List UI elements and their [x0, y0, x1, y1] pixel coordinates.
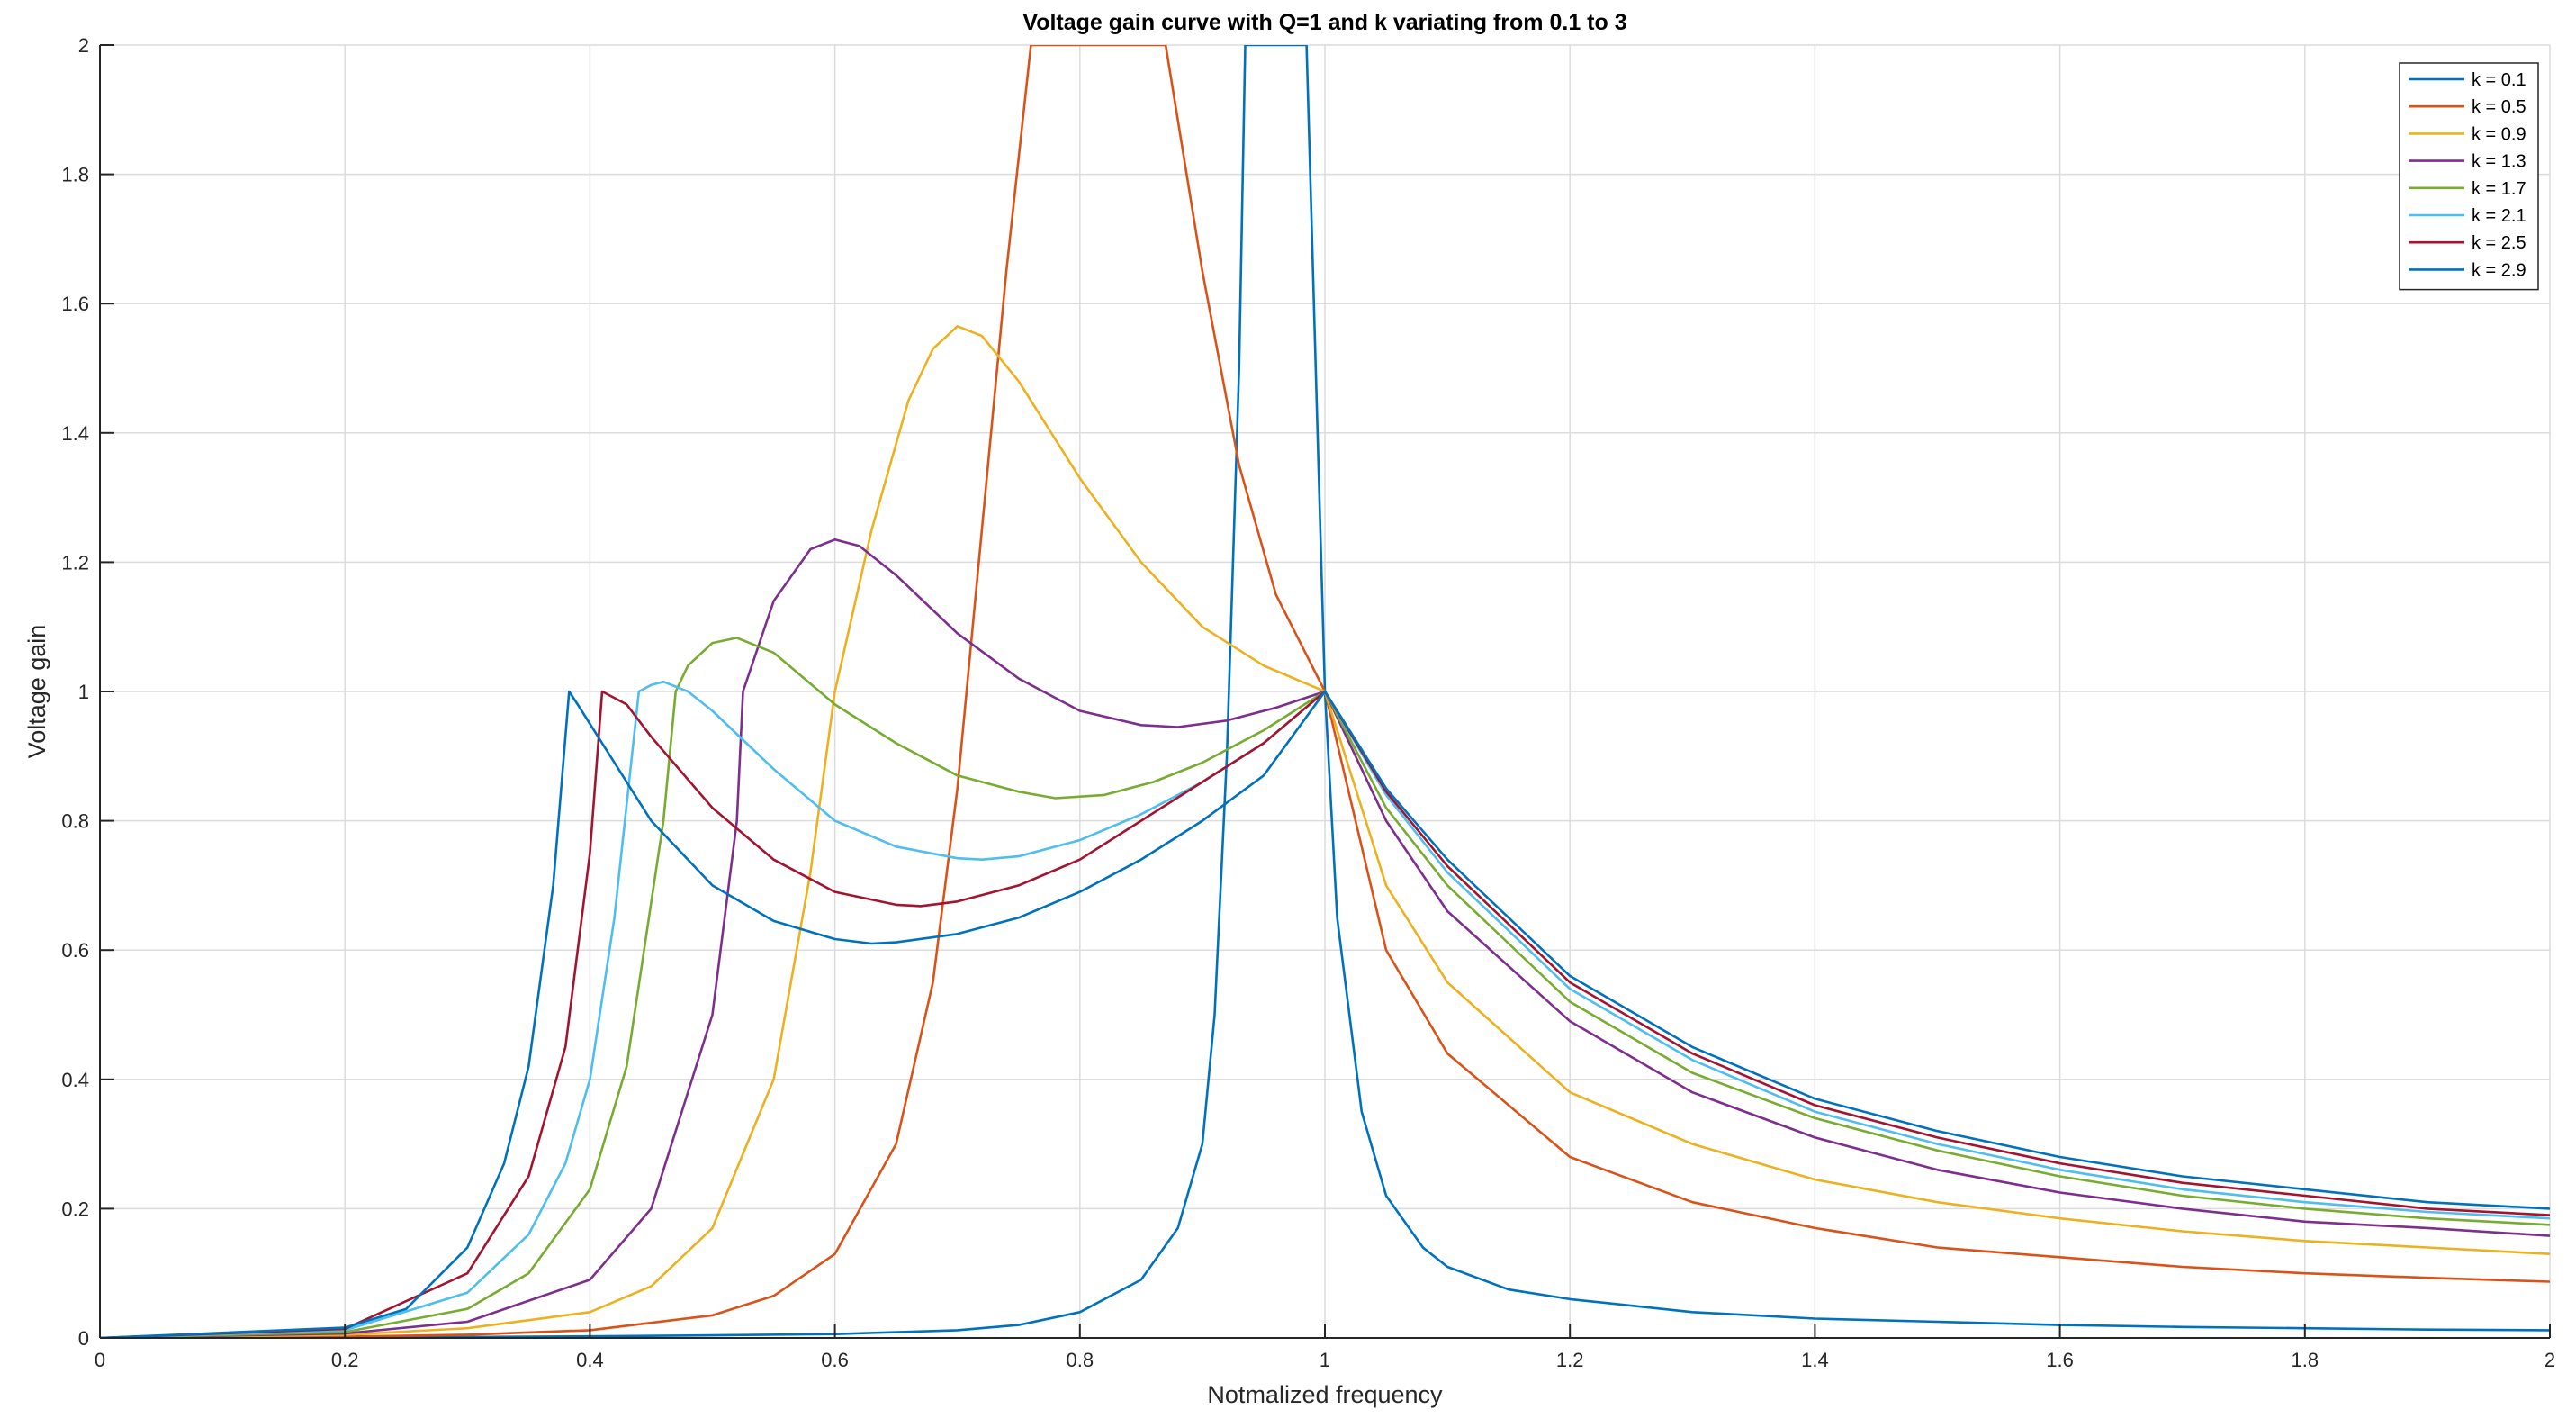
series-line-1	[100, 45, 2550, 1338]
series-line-5	[100, 637, 2550, 1338]
y-tick-label: 2	[78, 34, 89, 57]
series-line-2	[100, 45, 2550, 1338]
legend-entry-label: k = 0.5	[2472, 97, 2526, 117]
x-tick-label: 1.4	[1801, 1349, 1829, 1371]
y-tick-label: 0.4	[61, 1069, 89, 1091]
x-tick-label: 1.8	[2292, 1349, 2319, 1371]
y-tick-label: 0.2	[61, 1198, 89, 1220]
y-tick-label: 0.8	[61, 810, 89, 833]
series-line-6	[100, 680, 2550, 1338]
series-line-7	[100, 690, 2550, 1338]
legend-box	[2399, 62, 2539, 291]
x-tick-label: 0	[95, 1349, 105, 1371]
x-tick-label: 0.4	[576, 1349, 604, 1371]
y-tick-label: 1.6	[61, 293, 89, 315]
y-tick-label: 0	[78, 1327, 89, 1350]
x-axis-label: Notmalized frequency	[1207, 1381, 1443, 1408]
x-tick-label: 1.2	[1556, 1349, 1584, 1371]
y-tick-label: 1.2	[61, 551, 89, 574]
legend-entry-label: k = 0.9	[2472, 124, 2526, 144]
x-ticks: 0 0.2 0.4 0.6 0.8 1 1.2 1.4 1.6 1.8 2	[95, 1324, 2555, 1371]
series-line-4	[100, 538, 2550, 1338]
legend-entry-label: k = 0.1	[2472, 70, 2526, 90]
plot-area	[100, 45, 2550, 1338]
y-tick-label: 1	[78, 681, 89, 703]
legend: k = 0.1 k = 0.5 k = 0.9 k = 1.3 k = 1.7 k = 2…	[2399, 62, 2539, 291]
grid	[99, 44, 2551, 1339]
legend-entry-label: k = 1.7	[2472, 179, 2526, 199]
x-tick-label: 1.6	[2046, 1349, 2074, 1371]
chart-title: Voltage gain curve with Q=1 and k variat…	[1022, 10, 1626, 35]
legend-entry-label: k = 1.3	[2472, 152, 2526, 172]
x-tick-label: 1	[1320, 1349, 1330, 1371]
y-tick-label: 0.6	[61, 939, 89, 962]
series-group	[100, 45, 2550, 1338]
x-tick-label: 0.6	[821, 1349, 849, 1371]
x-tick-label: 0.8	[1067, 1349, 1094, 1371]
series-line-3	[100, 324, 2550, 1338]
x-tick-label: 0.2	[331, 1349, 359, 1371]
y-ticks: 0 0.2 0.4 0.6 0.8 1 1.2 1.4 1.6 1.8 2	[61, 34, 114, 1350]
legend-entry-label: k = 2.5	[2472, 233, 2526, 253]
legend-entry-label: k = 2.1	[2472, 206, 2526, 226]
x-tick-label: 2	[2544, 1349, 2555, 1371]
y-axis-label: Voltage gain	[23, 625, 50, 759]
y-tick-label: 1.8	[61, 164, 89, 186]
y-tick-label: 1.4	[61, 422, 89, 445]
legend-entry-label: k = 2.9	[2472, 260, 2526, 280]
series-line-8	[100, 690, 2550, 1338]
